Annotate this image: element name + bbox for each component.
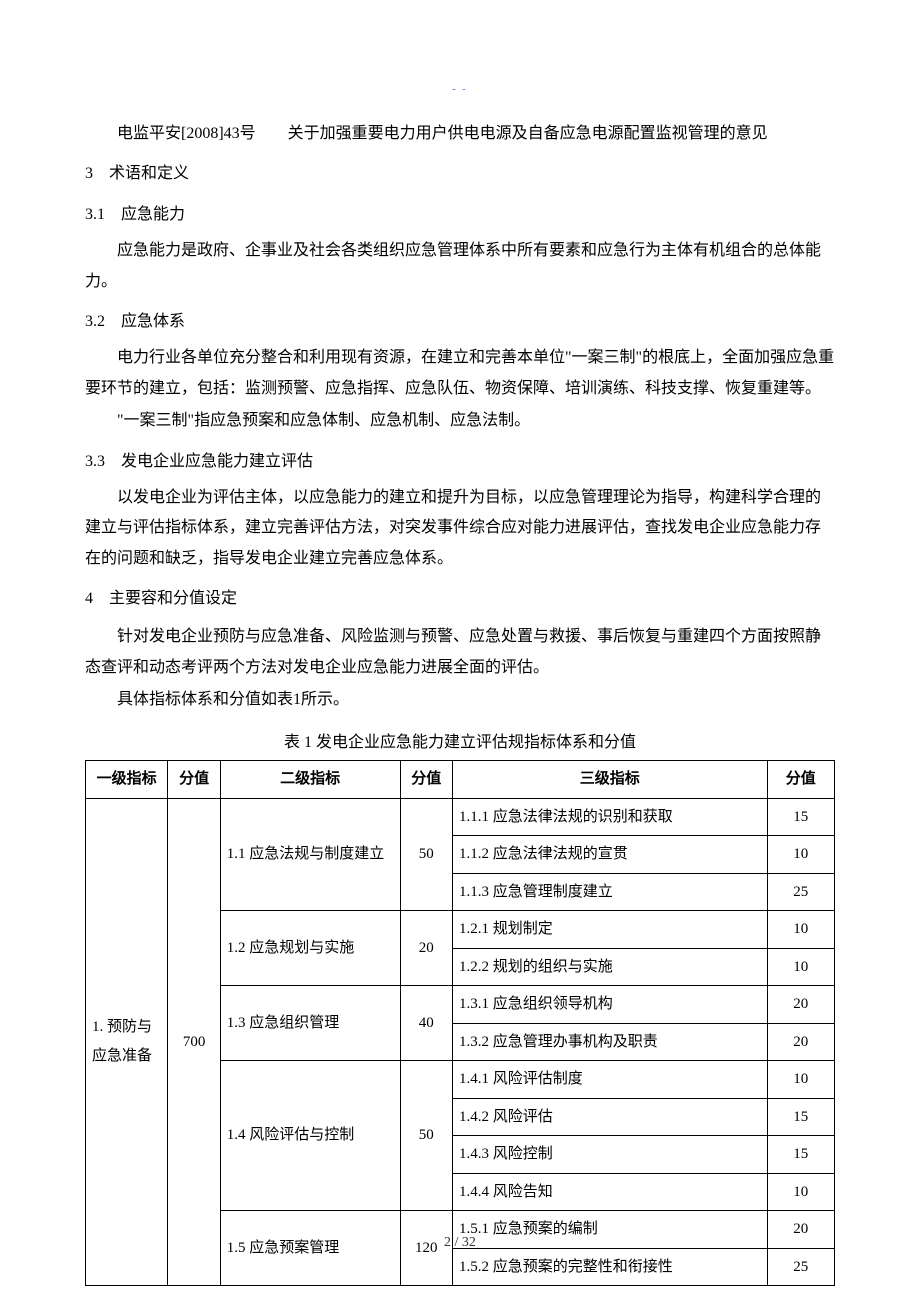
cell-l3-label: 1.3.1 应急组织领导机构 <box>452 986 767 1024</box>
header-score1: 分值 <box>168 761 220 799</box>
cell-l2-label: 1.4 风险评估与控制 <box>220 1061 400 1211</box>
cell-l1-score: 700 <box>168 798 220 1286</box>
cell-l3-label: 1.4.3 风险控制 <box>452 1136 767 1174</box>
intro-paragraph: 电监平安[2008]43号 关于加强重要电力用户供电电源及自备应急电源配置监视管… <box>85 119 835 149</box>
header-level1: 一级指标 <box>86 761 168 799</box>
cell-l2-label: 1.3 应急组织管理 <box>220 986 400 1061</box>
section-3-2-heading: 3.2 应急体系 <box>85 307 835 337</box>
cell-l3-label: 1.4.1 风险评估制度 <box>452 1061 767 1099</box>
table-caption: 表 1 发电企业应急能力建立评估规指标体系和分值 <box>85 728 835 758</box>
section-3-1-paragraph: 应急能力是政府、企事业及社会各类组织应急管理体系中所有要素和应急行为主体有机组合… <box>85 236 835 297</box>
page-footer: 2 / 32 <box>0 1230 920 1257</box>
cell-l1-label: 1. 预防与应急准备 <box>86 798 168 1286</box>
cell-l2-score: 50 <box>400 1061 452 1211</box>
header-level3: 三级指标 <box>452 761 767 799</box>
cell-l3-label: 1.4.2 风险评估 <box>452 1098 767 1136</box>
cell-l3-score: 25 <box>767 873 834 911</box>
cell-l3-score: 10 <box>767 948 834 986</box>
section-3-3-paragraph: 以发电企业为评估主体，以应急能力的建立和提升为目标，以应急管理理论为指导，构建科… <box>85 483 835 574</box>
top-marker: - - <box>85 80 835 99</box>
section-4-heading: 4 主要容和分值设定 <box>85 584 835 614</box>
table-header-row: 一级指标 分值 二级指标 分值 三级指标 分值 <box>86 761 835 799</box>
cell-l3-score: 20 <box>767 1023 834 1061</box>
section-4-paragraph-2: 具体指标体系和分值如表1所示。 <box>85 685 835 715</box>
cell-l2-label: 1.1 应急法规与制度建立 <box>220 798 400 911</box>
header-level2: 二级指标 <box>220 761 400 799</box>
indicator-table: 一级指标 分值 二级指标 分值 三级指标 分值 1. 预防与应急准备 700 1… <box>85 760 835 1286</box>
cell-l3-label: 1.2.1 规划制定 <box>452 911 767 949</box>
section-3-3-heading: 3.3 发电企业应急能力建立评估 <box>85 447 835 477</box>
header-score3: 分值 <box>767 761 834 799</box>
section-3-1-heading: 3.1 应急能力 <box>85 200 835 230</box>
cell-l3-score: 10 <box>767 1173 834 1211</box>
cell-l2-label: 1.2 应急规划与实施 <box>220 911 400 986</box>
table-row: 1. 预防与应急准备 700 1.1 应急法规与制度建立 50 1.1.1 应急… <box>86 798 835 836</box>
cell-l3-score: 15 <box>767 1098 834 1136</box>
cell-l2-score: 20 <box>400 911 452 986</box>
section-4-paragraph-1: 针对发电企业预防与应急准备、风险监测与预警、应急处置与救援、事后恢复与重建四个方… <box>85 622 835 683</box>
cell-l3-label: 1.1.1 应急法律法规的识别和获取 <box>452 798 767 836</box>
section-3-2-paragraph-1: 电力行业各单位充分整合和利用现有资源，在建立和完善本单位"一案三制"的根底上，全… <box>85 343 835 404</box>
cell-l3-label: 1.4.4 风险告知 <box>452 1173 767 1211</box>
cell-l3-label: 1.3.2 应急管理办事机构及职责 <box>452 1023 767 1061</box>
cell-l3-score: 10 <box>767 1061 834 1099</box>
cell-l2-score: 50 <box>400 798 452 911</box>
cell-l3-label: 1.2.2 规划的组织与实施 <box>452 948 767 986</box>
cell-l2-score: 40 <box>400 986 452 1061</box>
cell-l3-score: 20 <box>767 986 834 1024</box>
cell-l3-score: 10 <box>767 836 834 874</box>
header-score2: 分值 <box>400 761 452 799</box>
section-3-heading: 3 术语和定义 <box>85 159 835 189</box>
cell-l3-score: 15 <box>767 798 834 836</box>
section-3-2-paragraph-2: "一案三制"指应急预案和应急体制、应急机制、应急法制。 <box>85 406 835 436</box>
cell-l3-score: 10 <box>767 911 834 949</box>
cell-l3-label: 1.1.3 应急管理制度建立 <box>452 873 767 911</box>
cell-l3-label: 1.1.2 应急法律法规的宣贯 <box>452 836 767 874</box>
cell-l3-score: 15 <box>767 1136 834 1174</box>
